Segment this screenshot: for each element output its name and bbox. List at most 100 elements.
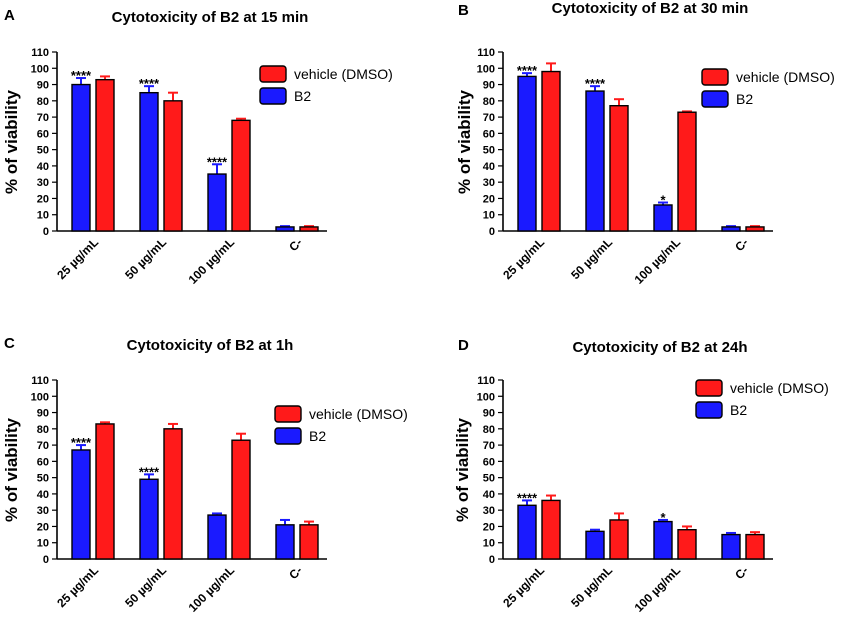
bar-b2-0 (517, 504, 537, 560)
y-tick-label: 20 (37, 193, 49, 205)
y-tick-label: 10 (483, 210, 495, 222)
legend-label-vehicle: vehicle (DMSO) (294, 66, 393, 82)
bar-vehicle-1 (609, 519, 629, 560)
significance-annotation: **** (517, 490, 538, 505)
bar-vehicle-2 (677, 111, 697, 232)
significance-annotation: **** (517, 63, 538, 78)
bar-vehicle-2 (677, 529, 697, 560)
y-tick-label: 110 (477, 375, 495, 387)
bar-b2-1 (139, 478, 159, 560)
legend-label-vehicle: vehicle (DMSO) (736, 69, 835, 85)
x-tick-label: 100 µg/mL (186, 563, 238, 615)
x-tick-label: C- (732, 563, 751, 582)
y-tick-label: 30 (37, 177, 49, 189)
y-tick-label: 60 (37, 456, 49, 468)
y-tick-label: 100 (31, 63, 49, 75)
chart-title: Cytotoxicity of B2 at 30 min (552, 0, 749, 17)
y-tick-label: 40 (37, 489, 49, 501)
legend-swatch-b2 (695, 401, 723, 419)
bar-b2-3 (275, 226, 295, 232)
y-tick-label: 60 (483, 456, 495, 468)
y-tick-label: 10 (483, 538, 495, 550)
x-tick-label: C- (732, 235, 751, 254)
x-tick-label: 50 µg/mL (122, 563, 169, 610)
chart-title: Cytotoxicity of B2 at 24h (572, 339, 747, 356)
x-tick-label: 100 µg/mL (186, 235, 238, 287)
y-tick-label: 50 (37, 145, 49, 157)
bar-b2-3 (721, 226, 741, 232)
x-tick-label: 25 µg/mL (54, 563, 101, 610)
bar-vehicle-0 (541, 70, 561, 232)
bar-b2-0 (517, 75, 537, 232)
y-tick-label: 40 (37, 161, 49, 173)
legend-label-b2: B2 (736, 91, 753, 107)
panel-label: D (458, 337, 469, 354)
panel-label: C (4, 335, 15, 352)
y-tick-label: 50 (483, 473, 495, 485)
bar-vehicle-0 (95, 78, 115, 232)
legend-swatch-vehicle (274, 405, 302, 423)
x-tick-label: C- (286, 563, 305, 582)
y-tick-label: 40 (483, 489, 495, 501)
y-axis-label: % of viability (453, 418, 472, 522)
bar-b2-2 (653, 520, 673, 560)
bar-vehicle-3 (299, 226, 319, 232)
significance-annotation: **** (585, 76, 606, 91)
x-tick-label: 50 µg/mL (568, 563, 615, 610)
y-tick-label: 80 (37, 96, 49, 108)
y-tick-label: 90 (37, 408, 49, 420)
y-axis-label: % of viability (2, 90, 21, 194)
y-tick-label: 60 (37, 128, 49, 140)
significance-annotation: **** (207, 154, 228, 169)
panel-label: A (4, 7, 15, 24)
y-tick-label: 30 (483, 505, 495, 517)
legend-label-vehicle: vehicle (DMSO) (730, 380, 829, 396)
panel-c: C Cytotoxicity of B2 at 1h % of viability 0… (2, 335, 408, 615)
bar-b2-0 (71, 449, 91, 560)
legend-swatch-b2 (701, 90, 729, 108)
y-tick-label: 30 (37, 505, 49, 517)
y-axis-label: % of viability (455, 90, 474, 194)
significance-annotation: **** (139, 76, 160, 91)
panel-b: B Cytotoxicity of B2 at 30 min % of viabil… (455, 0, 835, 287)
y-tick-label: 110 (477, 47, 495, 59)
bar-vehicle-3 (299, 524, 319, 560)
legend-swatch-vehicle (695, 379, 723, 397)
legend-swatch-vehicle (701, 68, 729, 86)
legend-label-b2: B2 (309, 428, 326, 444)
bar-b2-1 (585, 530, 605, 560)
y-tick-label: 90 (483, 408, 495, 420)
y-tick-label: 100 (477, 63, 495, 75)
bar-vehicle-1 (163, 100, 183, 232)
bar-b2-1 (585, 90, 605, 232)
bar-b2-1 (139, 91, 159, 232)
chart-title: Cytotoxicity of B2 at 1h (127, 337, 294, 354)
legend-swatch-b2 (259, 87, 287, 105)
bar-b2-2 (207, 514, 227, 560)
y-tick-label: 0 (43, 554, 49, 566)
y-tick-label: 100 (31, 391, 49, 403)
y-tick-label: 10 (37, 538, 49, 550)
bar-vehicle-1 (609, 104, 629, 232)
x-tick-label: 25 µg/mL (500, 563, 547, 610)
x-tick-label: 50 µg/mL (568, 235, 615, 282)
y-tick-label: 110 (31, 47, 49, 59)
legend-label-b2: B2 (294, 88, 311, 104)
x-tick-label: 100 µg/mL (632, 235, 684, 287)
y-tick-label: 110 (31, 375, 49, 387)
bar-vehicle-0 (95, 423, 115, 560)
bar-b2-3 (275, 524, 295, 560)
legend-swatch-vehicle (259, 65, 287, 83)
bar-b2-2 (653, 204, 673, 232)
y-tick-label: 0 (489, 554, 495, 566)
bar-vehicle-3 (745, 226, 765, 232)
y-tick-label: 60 (483, 128, 495, 140)
y-tick-label: 20 (483, 193, 495, 205)
y-tick-label: 50 (37, 473, 49, 485)
y-tick-label: 70 (37, 440, 49, 452)
y-axis-label: % of viability (2, 418, 21, 522)
bar-vehicle-3 (745, 533, 765, 560)
x-tick-label: C- (286, 235, 305, 254)
bar-b2-3 (721, 533, 741, 560)
panel-d: D Cytotoxicity of B2 at 24h % of viability… (453, 337, 829, 615)
